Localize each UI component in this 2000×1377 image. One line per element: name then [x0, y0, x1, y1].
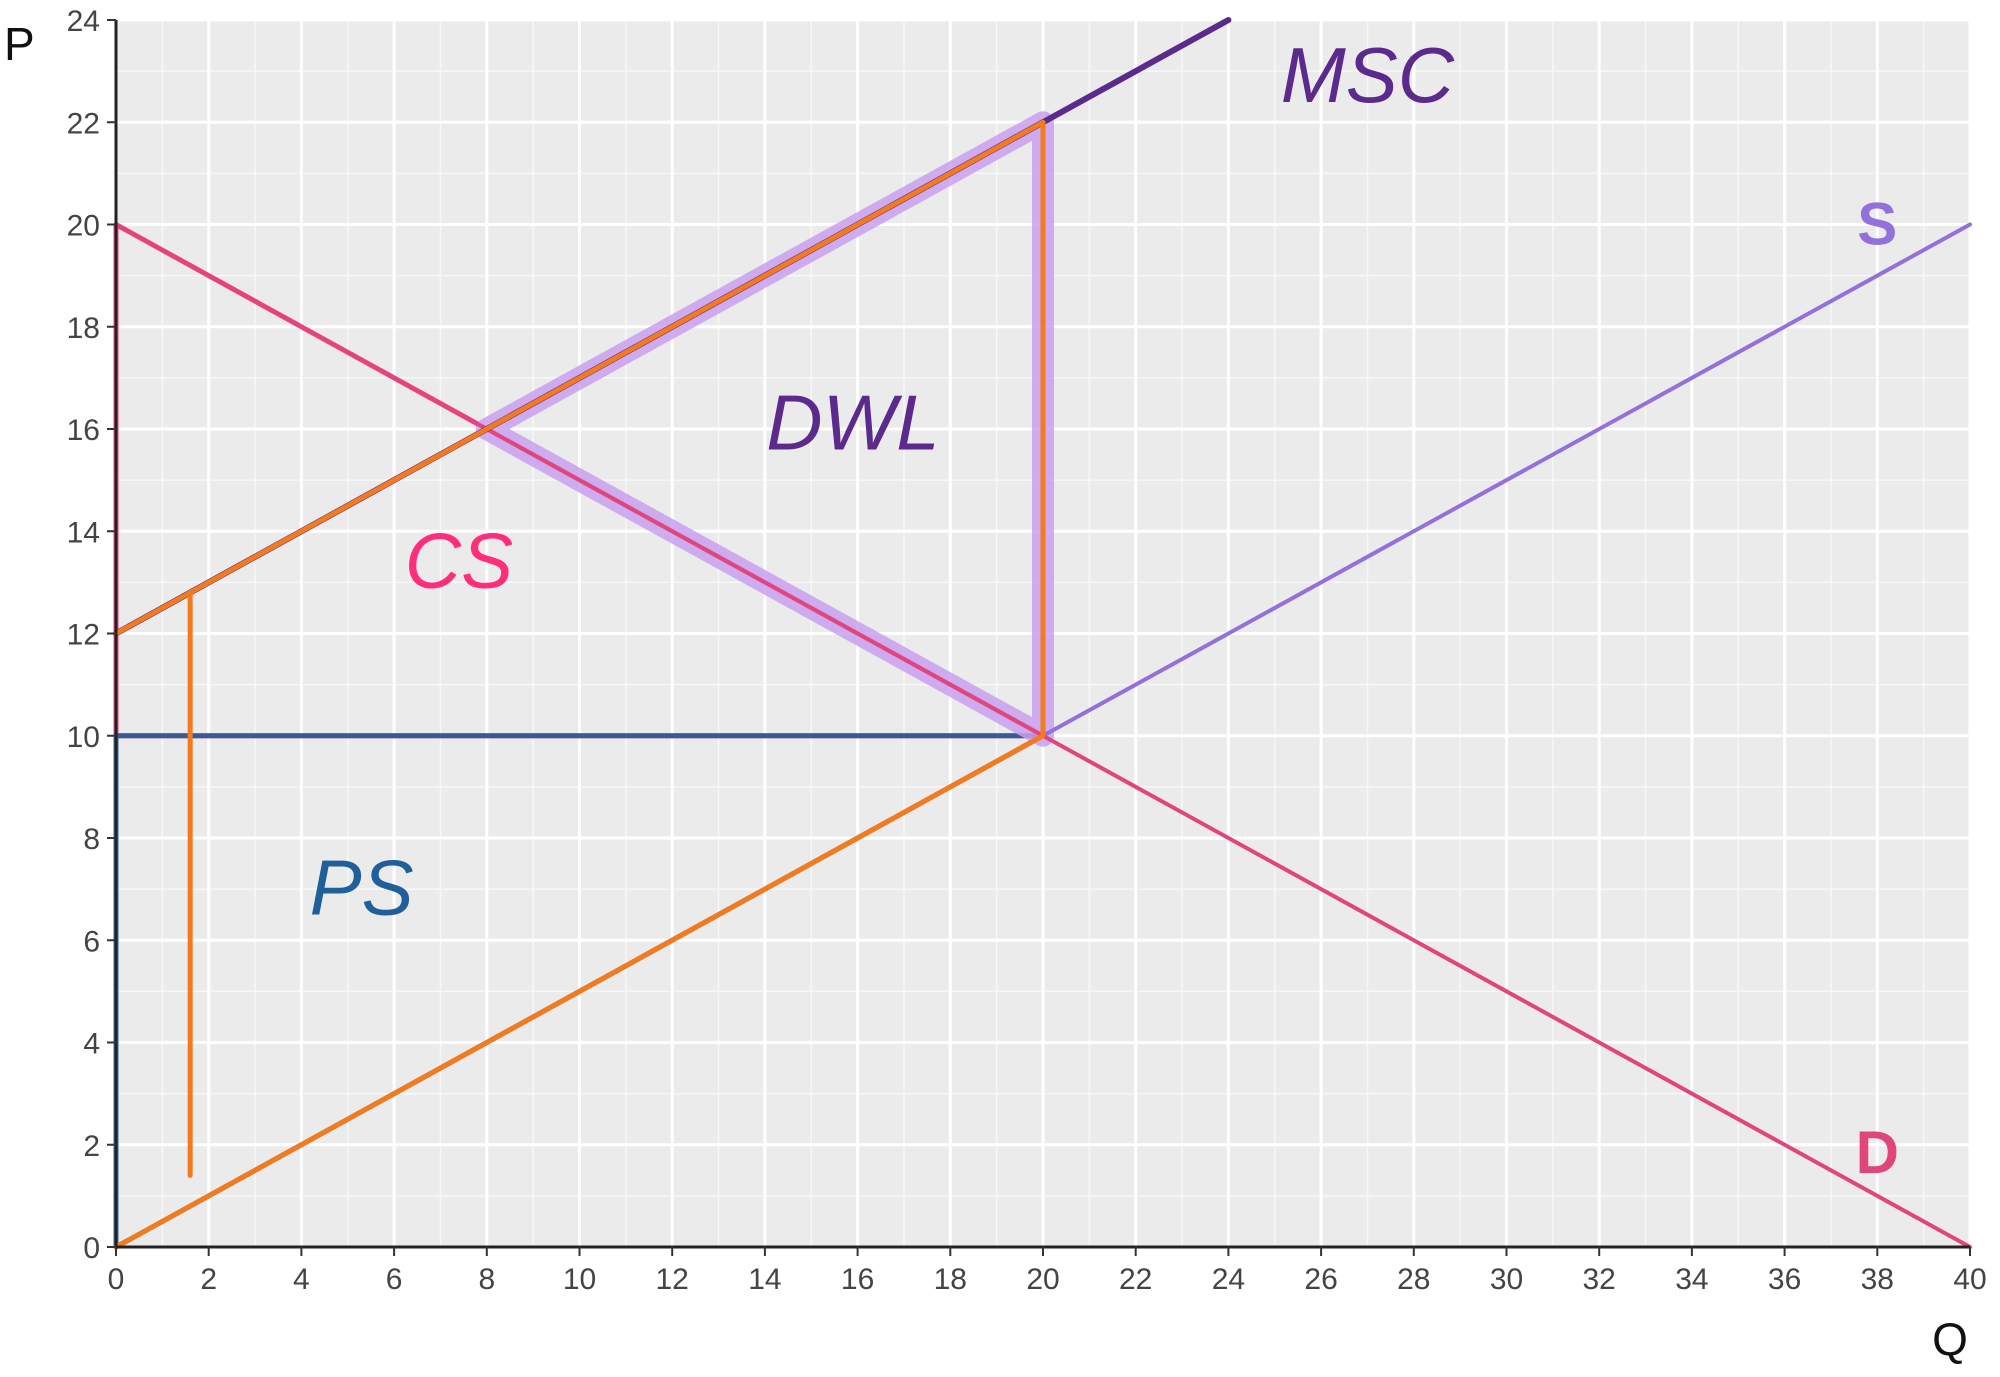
y-tick-label: 2	[83, 1130, 100, 1163]
orange-outlines	[113, 119, 1046, 1250]
x-tick-label: 38	[1861, 1263, 1894, 1296]
cs-annotation: CS	[405, 516, 513, 604]
demand-label: D	[1856, 1119, 1899, 1186]
y-tick-label: 0	[83, 1232, 100, 1265]
y-tick-label: 10	[67, 721, 100, 754]
x-tick-label: 4	[293, 1263, 310, 1296]
x-tick-label: 16	[841, 1263, 874, 1296]
x-axis-title: Q	[1932, 1313, 1968, 1365]
x-tick-label: 2	[200, 1263, 217, 1296]
x-tick-label: 22	[1119, 1263, 1152, 1296]
x-tick-label: 34	[1675, 1263, 1708, 1296]
dwl-annotation: DWL	[766, 378, 939, 466]
x-tick-label: 20	[1026, 1263, 1059, 1296]
y-axis-title: P	[4, 18, 35, 70]
x-tick-label: 36	[1768, 1263, 1801, 1296]
x-tick-label: 28	[1397, 1263, 1430, 1296]
x-tick-label: 18	[934, 1263, 967, 1296]
x-tick-label: 14	[748, 1263, 781, 1296]
y-tick-label: 8	[83, 823, 100, 856]
x-tick-label: 8	[478, 1263, 495, 1296]
ps-annotation: PS	[310, 844, 414, 932]
x-tick-label: 6	[386, 1263, 403, 1296]
msc-annotation: MSC	[1281, 31, 1455, 119]
x-tick-label: 30	[1490, 1263, 1523, 1296]
x-tick-label: 0	[108, 1263, 125, 1296]
x-tick-label: 24	[1212, 1263, 1245, 1296]
x-tick-label: 26	[1304, 1263, 1337, 1296]
x-tick-label: 10	[563, 1263, 596, 1296]
x-tick-labels: 0 2 4 6 8 10 12 14 16 18 20 22 24 26 28 30 32 34 36 38 40	[108, 1263, 1987, 1296]
x-tick-label: 32	[1583, 1263, 1616, 1296]
x-tick-label: 40	[1953, 1263, 1986, 1296]
y-tick-label: 24	[67, 5, 100, 38]
x-tick-label: 12	[656, 1263, 689, 1296]
supply-label: S	[1857, 191, 1897, 258]
y-tick-label: 12	[67, 619, 100, 652]
y-tick-label: 18	[67, 312, 100, 345]
y-tick-label: 20	[67, 210, 100, 243]
y-tick-label: 16	[67, 414, 100, 447]
y-tick-label: 6	[83, 925, 100, 958]
axes	[107, 19, 1971, 1256]
y-tick-label: 22	[67, 107, 100, 140]
y-tick-label: 4	[83, 1028, 100, 1061]
orange-outline	[113, 119, 1046, 1250]
y-tick-label: 14	[67, 516, 100, 549]
